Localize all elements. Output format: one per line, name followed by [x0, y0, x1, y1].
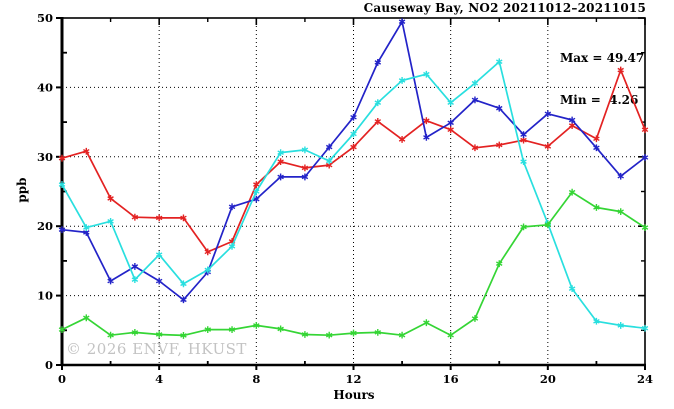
max-min-annotation: Max = 49.47 Min = 4.26 — [560, 23, 644, 135]
y-tick-label: 10 — [37, 289, 53, 303]
watermark: © 2026 ENVF, HKUST — [66, 340, 247, 358]
x-tick-label: 12 — [345, 372, 361, 386]
y-tick-label: 0 — [45, 358, 53, 372]
blue-line-markers — [58, 18, 649, 304]
red-line-markers — [58, 66, 649, 256]
y-tick-label: 30 — [37, 150, 53, 164]
x-tick-label: 8 — [252, 372, 260, 386]
x-tick-label: 20 — [540, 372, 556, 386]
y-tick-label: 50 — [37, 11, 53, 25]
x-tick-label: 24 — [637, 372, 653, 386]
x-tick-label: 0 — [58, 372, 66, 386]
x-tick-label: 16 — [443, 372, 459, 386]
x-axis-title: Hours — [333, 388, 375, 402]
y-tick-label: 40 — [37, 80, 53, 94]
chart-title: Causeway Bay, NO2 20211012–20211015 — [363, 1, 646, 15]
y-tick-label: 20 — [37, 219, 53, 233]
red-line — [61, 69, 646, 253]
cyan-line-markers — [58, 58, 649, 332]
max-value-label: Max = 49.47 — [560, 51, 645, 65]
green-line-markers — [58, 188, 649, 339]
min-value-label: Min = 4.26 — [560, 93, 639, 107]
x-tick-label: 4 — [155, 372, 163, 386]
